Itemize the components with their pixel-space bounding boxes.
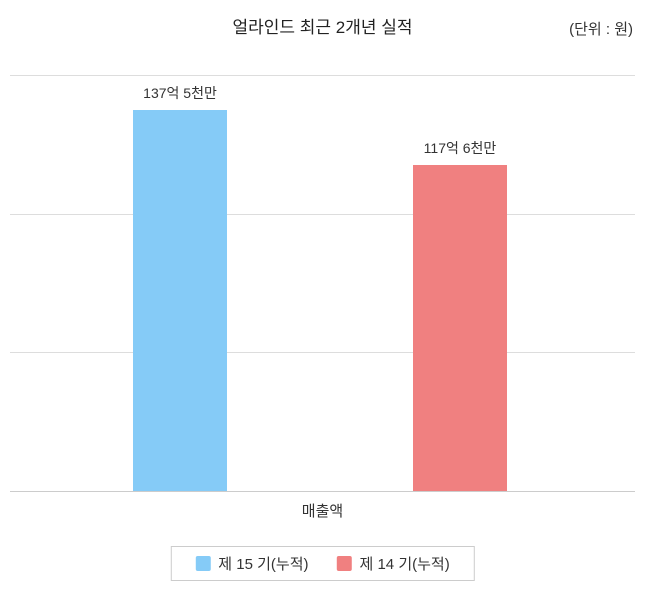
gridline xyxy=(10,352,635,354)
bar-column-period-14: 117억 6천만 xyxy=(413,140,507,491)
legend: 제 15 기(누적) 제 14 기(누적) xyxy=(170,546,475,581)
bar-period-15 xyxy=(133,109,227,491)
plot-area: 137억 5천만 117억 6천만 xyxy=(10,75,635,492)
chart-title: 얼라인드 최근 2개년 실적 xyxy=(232,18,413,37)
gridline xyxy=(10,213,635,215)
bar-period-14 xyxy=(413,164,507,491)
bar-value-label: 117억 6천만 xyxy=(423,139,497,156)
x-axis-baseline xyxy=(10,491,635,492)
legend-swatch-red xyxy=(336,556,352,571)
legend-item-period-14[interactable]: 제 14 기(누적) xyxy=(336,553,450,574)
legend-swatch-blue xyxy=(195,556,211,571)
bar-column-period-15: 137억 5천만 xyxy=(133,85,227,491)
x-axis-category-label: 매출액 xyxy=(301,503,344,520)
legend-label-period-15: 제 15 기(누적) xyxy=(218,556,309,573)
legend-item-period-15[interactable]: 제 15 기(누적) xyxy=(195,553,309,574)
gridline xyxy=(10,75,635,76)
unit-label: (단위 : 원) xyxy=(569,21,633,38)
legend-label-period-14: 제 14 기(누적) xyxy=(359,556,450,573)
bar-value-label: 137억 5천만 xyxy=(143,84,217,101)
